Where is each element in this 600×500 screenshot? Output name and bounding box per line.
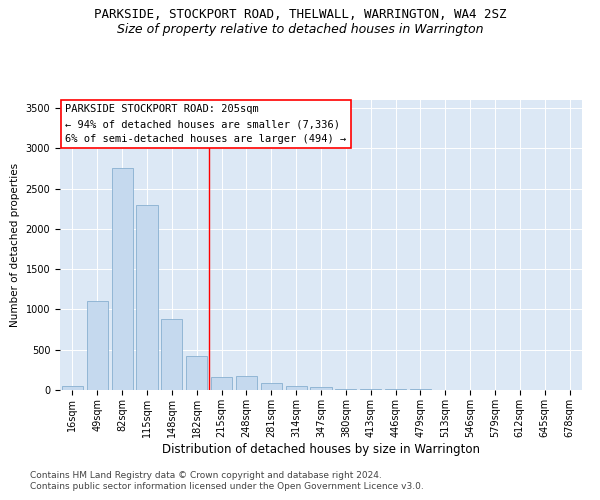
Bar — [112, 168, 133, 390]
Bar — [211, 377, 232, 390]
Bar — [335, 389, 356, 390]
Bar — [236, 376, 257, 390]
Bar — [410, 389, 431, 390]
Text: Distribution of detached houses by size in Warrington: Distribution of detached houses by size … — [162, 442, 480, 456]
Bar — [360, 389, 381, 390]
Bar — [310, 387, 332, 390]
Text: Contains HM Land Registry data © Crown copyright and database right 2024.: Contains HM Land Registry data © Crown c… — [30, 471, 382, 480]
Bar — [186, 356, 207, 390]
Bar — [161, 319, 182, 390]
Text: Size of property relative to detached houses in Warrington: Size of property relative to detached ho… — [117, 22, 483, 36]
Text: PARKSIDE STOCKPORT ROAD: 205sqm
← 94% of detached houses are smaller (7,336)
6% : PARKSIDE STOCKPORT ROAD: 205sqm ← 94% of… — [65, 104, 346, 144]
Bar — [286, 386, 307, 390]
Bar — [62, 386, 83, 390]
Bar — [261, 383, 282, 390]
Text: Contains public sector information licensed under the Open Government Licence v3: Contains public sector information licen… — [30, 482, 424, 491]
Y-axis label: Number of detached properties: Number of detached properties — [10, 163, 20, 327]
Bar — [136, 204, 158, 390]
Bar — [87, 302, 108, 390]
Text: PARKSIDE, STOCKPORT ROAD, THELWALL, WARRINGTON, WA4 2SZ: PARKSIDE, STOCKPORT ROAD, THELWALL, WARR… — [94, 8, 506, 20]
